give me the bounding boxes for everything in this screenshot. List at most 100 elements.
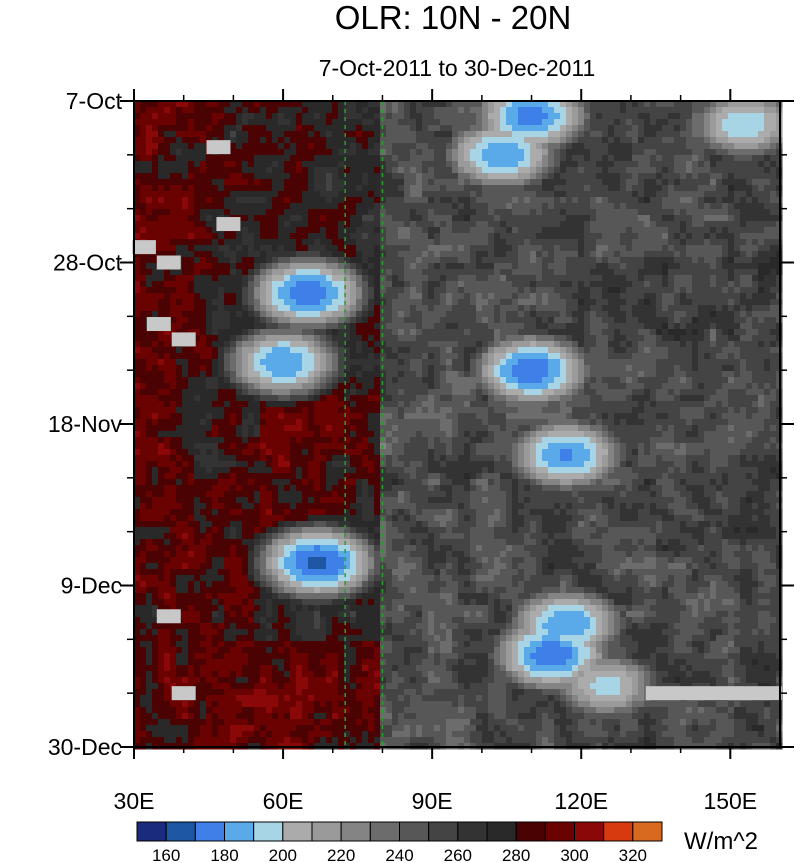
heatmap-cell xyxy=(506,215,513,222)
heatmap-cell xyxy=(650,137,657,144)
heatmap-cell xyxy=(614,341,621,348)
heatmap-cell xyxy=(506,251,513,258)
heatmap-cell xyxy=(560,347,567,354)
heatmap-cell xyxy=(446,323,453,330)
heatmap-cell xyxy=(716,371,723,378)
heatmap-cell xyxy=(254,101,261,108)
heatmap-cell xyxy=(608,341,615,348)
heatmap-cell xyxy=(476,317,483,324)
heatmap-cell xyxy=(248,173,255,180)
heatmap-cell xyxy=(422,371,429,378)
heatmap-cell xyxy=(212,161,219,168)
heatmap-cell xyxy=(572,371,579,378)
heatmap-cell xyxy=(500,371,507,378)
heatmap-cell xyxy=(464,245,471,252)
heatmap-cell xyxy=(674,299,681,306)
heatmap-cell xyxy=(602,221,609,228)
heatmap-cell xyxy=(506,329,513,336)
heatmap-cell xyxy=(140,149,147,156)
heatmap-cell xyxy=(176,131,183,138)
heatmap-cell xyxy=(398,227,405,234)
heatmap-cell xyxy=(236,377,243,384)
heatmap-cell xyxy=(260,167,267,174)
heatmap-cell xyxy=(752,299,759,306)
heatmap-cell xyxy=(728,233,735,240)
heatmap-cell xyxy=(530,269,537,276)
heatmap-cell xyxy=(344,149,351,156)
heatmap-cell xyxy=(398,161,405,168)
heatmap-cell xyxy=(386,125,393,132)
heatmap-cell xyxy=(632,353,639,360)
heatmap-cell xyxy=(506,347,513,354)
heatmap-cell xyxy=(170,137,177,144)
heatmap-cell xyxy=(302,347,309,354)
heatmap-cell xyxy=(410,299,417,306)
heatmap-cell xyxy=(752,107,759,114)
heatmap-cell xyxy=(512,371,519,378)
heatmap-cell xyxy=(278,221,285,228)
heatmap-cell xyxy=(506,293,513,300)
heatmap-cell xyxy=(764,293,771,300)
heatmap-cell xyxy=(578,341,585,348)
heatmap-cell xyxy=(470,215,477,222)
heatmap-cell xyxy=(692,185,699,192)
heatmap-cell xyxy=(170,173,177,180)
heatmap-cell xyxy=(620,221,627,228)
heatmap-cell xyxy=(188,185,195,192)
heatmap-cell xyxy=(608,359,615,366)
heatmap-cell xyxy=(140,215,147,222)
heatmap-cell xyxy=(596,215,603,222)
heatmap-cell xyxy=(224,287,231,294)
heatmap-cell xyxy=(764,323,771,330)
heatmap-cell xyxy=(554,227,561,234)
heatmap-cell xyxy=(218,179,225,186)
heatmap-cell xyxy=(146,233,153,240)
heatmap-cell xyxy=(200,167,207,174)
heatmap-cell xyxy=(500,203,507,210)
heatmap-cell xyxy=(464,107,471,114)
heatmap-cell xyxy=(518,203,525,210)
heatmap-cell xyxy=(446,119,453,126)
heatmap-cell xyxy=(566,203,573,210)
heatmap-cell xyxy=(746,323,753,330)
heatmap-cell xyxy=(608,275,615,282)
heatmap-cell xyxy=(752,215,759,222)
heatmap-cell xyxy=(470,311,477,318)
heatmap-cell xyxy=(278,233,285,240)
heatmap-cell xyxy=(140,233,147,240)
heatmap-cell xyxy=(692,239,699,246)
heatmap-cell xyxy=(386,263,393,270)
heatmap-cell xyxy=(320,143,327,150)
heatmap-cell xyxy=(476,305,483,312)
heatmap-cell xyxy=(548,269,555,276)
heatmap-cell xyxy=(728,299,735,306)
heatmap-cell xyxy=(278,323,285,330)
heatmap-cell xyxy=(344,257,351,264)
heatmap-cell xyxy=(356,299,363,306)
heatmap-cell xyxy=(386,359,393,366)
heatmap-cell xyxy=(542,257,549,264)
heatmap-cell xyxy=(410,263,417,270)
heatmap-cell xyxy=(404,365,411,372)
heatmap-cell xyxy=(674,185,681,192)
heatmap-cell xyxy=(164,377,171,384)
heatmap-cell xyxy=(716,269,723,276)
heatmap-cell xyxy=(170,317,177,324)
heatmap-cell xyxy=(740,299,747,306)
heatmap-cell xyxy=(620,353,627,360)
heatmap-cell xyxy=(620,113,627,120)
heatmap-cell xyxy=(182,233,189,240)
heatmap-cell xyxy=(134,353,141,360)
heatmap-cell xyxy=(650,179,657,186)
heatmap-cell xyxy=(482,143,489,150)
heatmap-cell xyxy=(584,185,591,192)
heatmap-cell xyxy=(248,257,255,264)
heatmap-cell xyxy=(722,347,729,354)
heatmap-cell xyxy=(188,221,195,228)
heatmap-cell xyxy=(380,197,387,204)
heatmap-cell xyxy=(272,215,279,222)
heatmap-cell xyxy=(152,107,159,114)
heatmap-cell xyxy=(386,203,393,210)
heatmap-cell xyxy=(404,245,411,252)
heatmap-cell xyxy=(680,293,687,300)
